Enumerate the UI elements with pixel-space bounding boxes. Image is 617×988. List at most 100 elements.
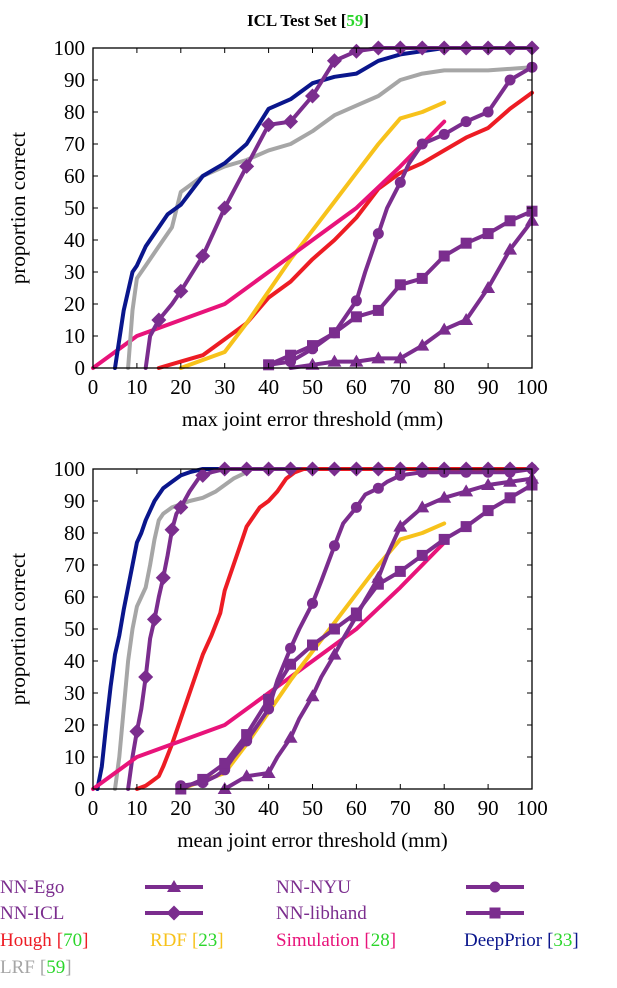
y-tick-label: 100: [54, 457, 86, 481]
data-point-nn-libhand: [504, 215, 516, 227]
x-tick-label: 10: [126, 796, 147, 820]
data-point-nn-libhand: [372, 578, 384, 590]
y-axis-label: proportion correct: [6, 553, 30, 705]
data-point-nn-libhand: [372, 304, 384, 316]
data-point-nn-icl: [155, 570, 171, 586]
data-point-nn-libhand: [394, 565, 406, 577]
x-tick-label: 70: [390, 375, 411, 399]
y-tick-label: 20: [64, 292, 85, 316]
x-axis-label: max joint error threshold (mm): [182, 407, 443, 431]
y-tick-label: 0: [75, 356, 86, 380]
data-point-nn-nyu: [263, 703, 275, 715]
data-point-nn-ego: [415, 500, 430, 513]
legend-marker-nn-nyu: [489, 881, 501, 893]
series-line-nn-ego: [288, 218, 534, 370]
data-point-nn-nyu: [482, 106, 494, 118]
y-tick-label: 100: [54, 36, 86, 60]
y-tick-label: 30: [64, 681, 85, 705]
data-point-nn-nyu: [504, 74, 516, 86]
data-point-nn-libhand: [197, 773, 209, 785]
legend-label-nn-libhand: NN-libhand: [276, 903, 367, 924]
series-line-rdf: [178, 100, 447, 370]
x-tick-label: 30: [214, 796, 235, 820]
series-line-lrf: [126, 65, 534, 370]
data-point-nn-ego: [349, 609, 364, 622]
data-point-nn-ego: [459, 484, 474, 497]
data-point-nn-nyu: [350, 501, 362, 513]
data-point-nn-libhand: [438, 533, 450, 545]
x-tick-label: 0: [88, 796, 99, 820]
mean-error-plot: 0 10 20 30 40 50 60 70 80 90 100 0 10 20 30 40 50 60 70 80 9…: [6, 457, 548, 852]
y-tick-label: 60: [64, 164, 85, 188]
x-axis-label: mean joint error threshold (mm): [177, 828, 448, 852]
series-line-nn-icl: [143, 46, 534, 370]
legend-label-deepprior: DeepPrior [33]: [464, 930, 579, 951]
legend-marker-nn-icl: [166, 905, 182, 921]
data-point-nn-ego: [415, 338, 430, 351]
y-tick-label: 40: [64, 649, 85, 673]
data-point-nn-icl: [173, 283, 189, 299]
legend-label-nn-nyu: NN-NYU: [276, 877, 351, 898]
y-tick-label: 70: [64, 553, 85, 577]
data-point-nn-nyu: [438, 128, 450, 140]
data-point-nn-libhand: [307, 639, 318, 651]
data-point-nn-ego: [371, 351, 386, 364]
y-tick-label: 20: [64, 713, 85, 737]
data-point-nn-libhand: [416, 272, 428, 284]
x-tick-label: 80: [434, 796, 455, 820]
data-point-nn-ego: [327, 354, 342, 367]
data-point-nn-nyu: [372, 482, 384, 494]
y-tick-label: 10: [64, 745, 85, 769]
data-point-nn-libhand: [350, 311, 362, 323]
data-point-nn-ego: [503, 474, 518, 487]
x-tick-label: 20: [170, 796, 191, 820]
max-error-plot: 0 10 20 30 40 50 60 70 80 90 100 0 10 20 30 40 50 60 70 80 9…: [6, 36, 548, 431]
data-point-nn-icl: [261, 117, 277, 133]
chart-title-open: [: [341, 11, 347, 30]
legend: NN-Ego NN-NYU NN-ICL NN-libhand Hough [70] RDF…: [0, 877, 579, 978]
series-line-hough: [134, 467, 534, 791]
data-point-nn-libhand: [328, 623, 340, 635]
data-point-nn-libhand: [504, 492, 516, 504]
y-tick-label: 80: [64, 100, 85, 124]
data-point-nn-ego: [437, 322, 452, 335]
legend-label-nn-icl: NN-ICL: [0, 903, 64, 924]
data-point-nn-libhand: [263, 693, 275, 705]
data-point-nn-libhand: [394, 279, 406, 291]
y-tick-label: 50: [64, 196, 85, 220]
data-point-nn-ego: [437, 490, 452, 503]
x-tick-label: 20: [170, 375, 191, 399]
series-line-nn-ego: [222, 476, 534, 791]
x-tick-label: 70: [390, 796, 411, 820]
x-tick-label: 60: [346, 375, 367, 399]
legend-label-lrf: LRF [59]: [0, 957, 72, 978]
x-tick-label: 40: [258, 796, 279, 820]
x-tick-label: 100: [516, 375, 548, 399]
data-point-nn-nyu: [307, 597, 318, 609]
x-tick-label: 90: [478, 796, 499, 820]
y-tick-label: 80: [64, 521, 85, 545]
data-point-nn-nyu: [350, 295, 362, 307]
y-tick-label: 40: [64, 228, 85, 252]
series-line-nn-libhand: [178, 483, 534, 791]
data-point-nn-icl: [195, 467, 211, 483]
data-point-nn-icl: [129, 723, 145, 739]
data-point-nn-ego: [503, 242, 518, 255]
x-tick-label: 60: [346, 796, 367, 820]
x-tick-label: 10: [126, 375, 147, 399]
data-point-nn-libhand: [482, 505, 494, 517]
data-point-nn-icl: [239, 158, 255, 174]
data-point-nn-libhand: [285, 349, 297, 361]
data-point-nn-libhand: [219, 757, 231, 769]
data-point-nn-nyu: [394, 469, 406, 481]
x-tick-label: 80: [434, 375, 455, 399]
x-tick-label: 40: [258, 375, 279, 399]
data-point-nn-ego: [481, 478, 496, 490]
data-point-nn-icl: [173, 499, 189, 515]
y-tick-label: 30: [64, 260, 85, 284]
y-tick-label: 90: [64, 68, 85, 92]
data-point-nn-libhand: [482, 228, 494, 240]
y-axis-label: proportion correct: [6, 132, 30, 284]
data-point-nn-icl: [151, 312, 167, 328]
series-line-deepprior: [95, 467, 534, 791]
